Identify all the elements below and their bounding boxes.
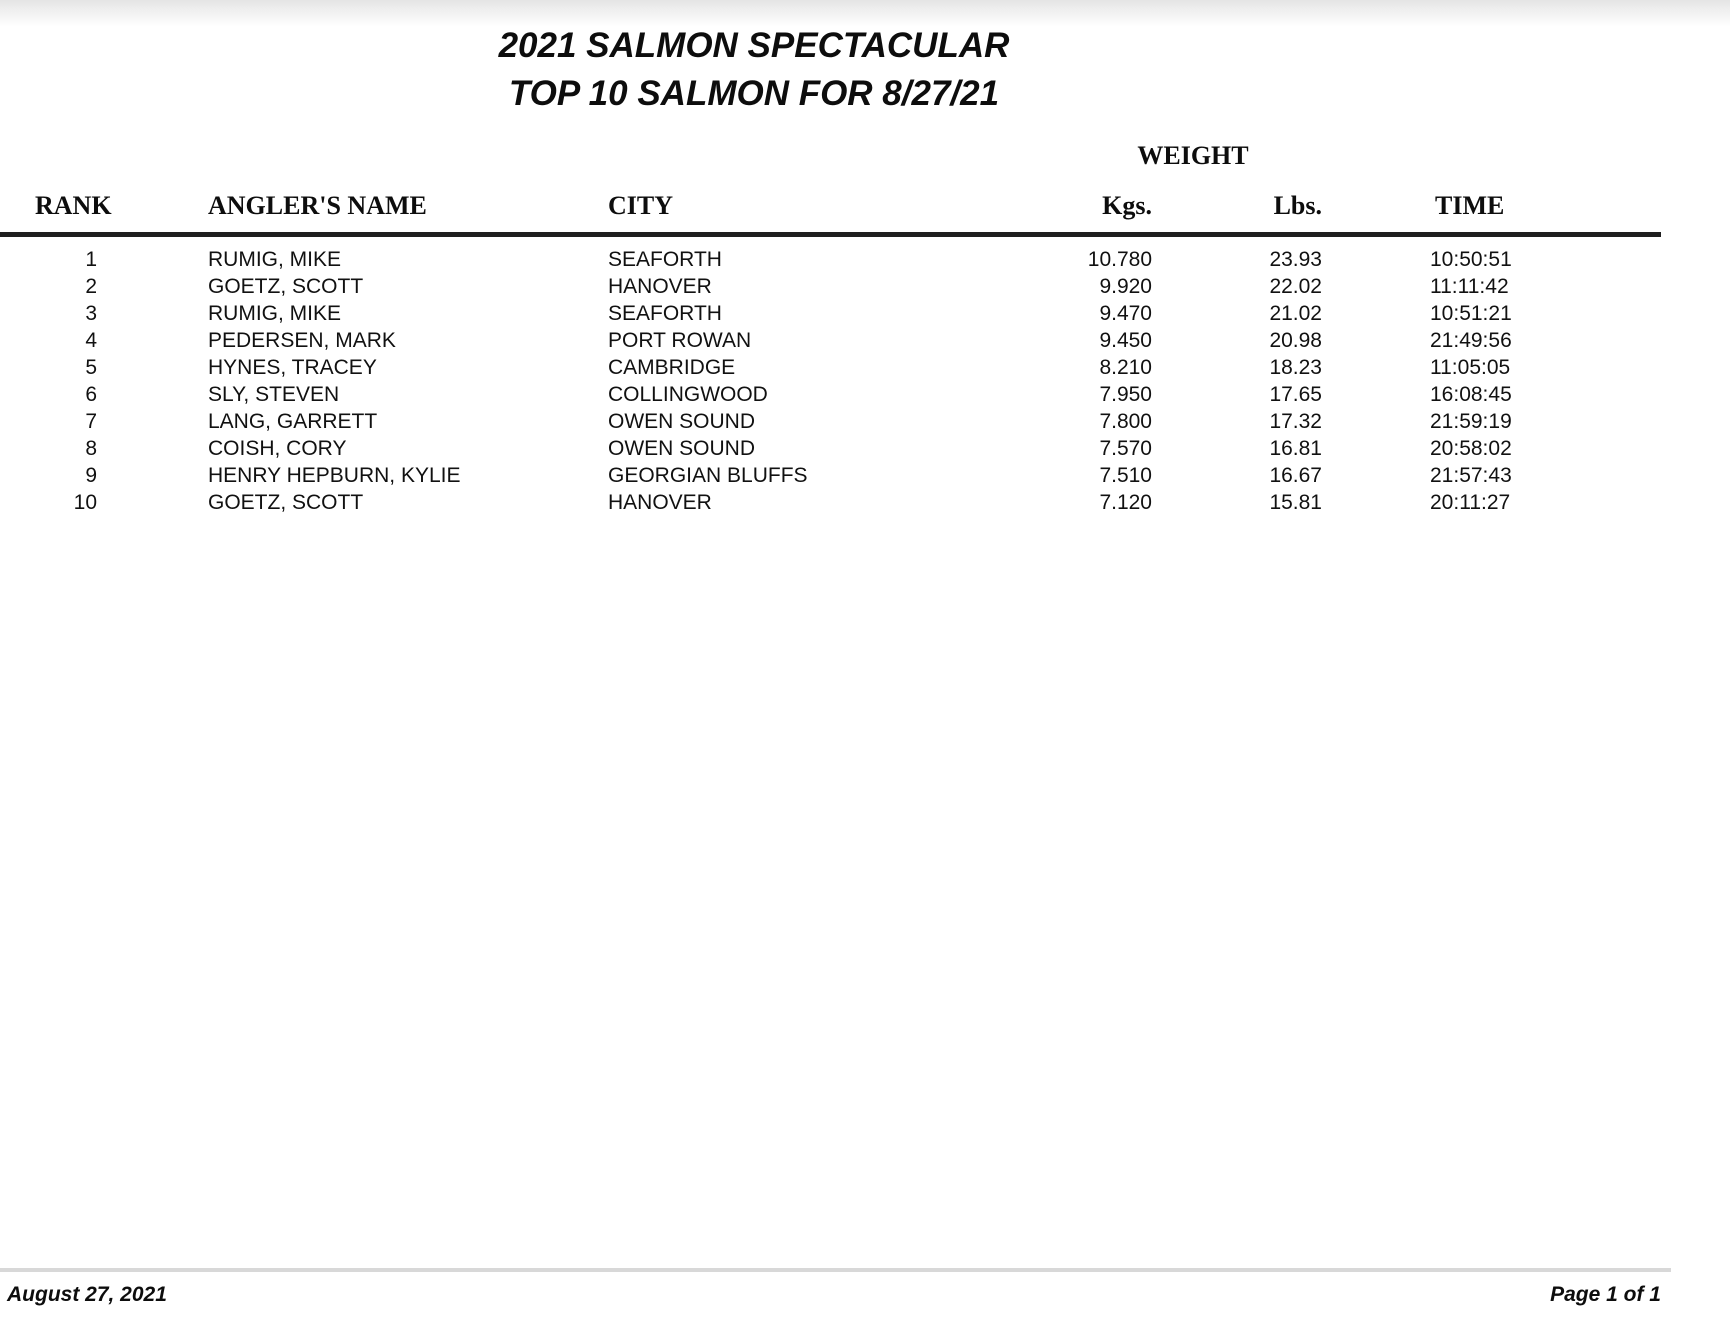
time-cell: 20:58:02 (1430, 437, 1512, 460)
table-row: 5 HYNES, TRACEY CAMBRIDGE 8.210 18.23 11… (0, 354, 1661, 381)
weight-lbs-cell: 20.98 (1269, 329, 1322, 352)
weight-kgs-cell: 8.210 (1099, 356, 1152, 379)
angler-name-cell: SLY, STEVEN (208, 383, 340, 406)
table-row: 6 SLY, STEVEN COLLINGWOOD 7.950 17.65 16… (0, 381, 1661, 408)
weight-lbs-cell: 16.67 (1269, 464, 1322, 487)
city-cell: SEAFORTH (608, 302, 722, 325)
rank-cell: 4 (85, 329, 97, 352)
angler-name-cell: RUMIG, MIKE (208, 302, 342, 325)
angler-name-cell: HYNES, TRACEY (208, 356, 377, 379)
city-cell: OWEN SOUND (608, 437, 755, 460)
header-divider-rule (0, 232, 1661, 237)
weight-kgs-cell: 9.920 (1099, 275, 1152, 298)
city-cell: SEAFORTH (608, 248, 722, 271)
table-row: 4 PEDERSEN, MARK PORT ROWAN 9.450 20.98 … (0, 327, 1661, 354)
column-header-city: CITY (608, 191, 674, 220)
rank-cell: 3 (85, 302, 97, 325)
rank-cell: 5 (85, 356, 97, 379)
report-subtitle: TOP 10 SALMON FOR 8/27/21 (508, 74, 1000, 113)
time-cell: 11:05:05 (1430, 356, 1511, 379)
angler-name-cell: RUMIG, MIKE (208, 248, 342, 271)
table-row: 9 HENRY HEPBURN, KYLIE GEORGIAN BLUFFS 7… (0, 462, 1661, 489)
weight-kgs-cell: 7.950 (1099, 383, 1152, 406)
weight-kgs-cell: 7.800 (1099, 410, 1152, 433)
time-cell: 21:59:19 (1430, 410, 1512, 433)
column-header-time: TIME (1435, 191, 1505, 220)
city-cell: CAMBRIDGE (608, 356, 736, 379)
footer-page-number: Page 1 of 1 (1550, 1283, 1661, 1306)
city-cell: HANOVER (608, 491, 712, 514)
table-row: 10 GOETZ, SCOTT HANOVER 7.120 15.81 20:1… (0, 489, 1661, 516)
angler-name-cell: LANG, GARRETT (208, 410, 378, 433)
rank-cell: 1 (85, 248, 97, 271)
city-cell: PORT ROWAN (608, 329, 752, 352)
rank-cell: 2 (85, 275, 97, 298)
column-header-anglers-name: ANGLER'S NAME (208, 191, 427, 220)
time-cell: 11:11:42 (1430, 275, 1509, 298)
weight-lbs-cell: 17.32 (1269, 410, 1322, 433)
time-cell: 10:50:51 (1430, 248, 1512, 271)
weight-lbs-cell: 15.81 (1269, 491, 1322, 514)
table-row: 8 COISH, CORY OWEN SOUND 7.570 16.81 20:… (0, 435, 1661, 462)
rank-cell: 7 (85, 410, 97, 433)
rank-cell: 10 (73, 491, 97, 514)
footer-divider-rule (0, 1268, 1671, 1272)
weight-lbs-cell: 16.81 (1269, 437, 1322, 460)
column-group-header-weight: WEIGHT (1137, 141, 1249, 170)
weight-lbs-cell: 21.02 (1269, 302, 1322, 325)
footer-date: August 27, 2021 (7, 1283, 167, 1306)
weight-kgs-cell: 9.450 (1099, 329, 1152, 352)
weight-kgs-cell: 10.780 (1087, 248, 1152, 271)
weight-kgs-cell: 7.120 (1099, 491, 1152, 514)
angler-name-cell: PEDERSEN, MARK (208, 329, 396, 352)
city-cell: COLLINGWOOD (608, 383, 768, 406)
weight-kgs-cell: 7.570 (1099, 437, 1152, 460)
weight-lbs-cell: 23.93 (1269, 248, 1322, 271)
time-cell: 21:57:43 (1430, 464, 1512, 487)
time-cell: 20:11:27 (1430, 491, 1511, 514)
angler-name-cell: HENRY HEPBURN, KYLIE (208, 464, 461, 487)
rank-cell: 8 (85, 437, 97, 460)
column-header-lbs: Lbs. (1273, 191, 1322, 220)
time-cell: 21:49:56 (1430, 329, 1512, 352)
city-cell: GEORGIAN BLUFFS (608, 464, 808, 487)
table-row: 2 GOETZ, SCOTT HANOVER 9.920 22.02 11:11… (0, 273, 1661, 300)
weight-lbs-cell: 18.23 (1269, 356, 1322, 379)
report-title: 2021 SALMON SPECTACULAR (498, 26, 1010, 65)
weight-lbs-cell: 22.02 (1269, 275, 1322, 298)
time-cell: 16:08:45 (1430, 383, 1512, 406)
angler-name-cell: GOETZ, SCOTT (208, 491, 364, 514)
leaderboard-table: 1 RUMIG, MIKE SEAFORTH 10.780 23.93 10:5… (0, 246, 1661, 516)
weight-kgs-cell: 7.510 (1099, 464, 1152, 487)
table-row: 1 RUMIG, MIKE SEAFORTH 10.780 23.93 10:5… (0, 246, 1661, 273)
weight-kgs-cell: 9.470 (1099, 302, 1152, 325)
table-row: 3 RUMIG, MIKE SEAFORTH 9.470 21.02 10:51… (0, 300, 1661, 327)
column-header-rank: RANK (35, 191, 112, 220)
time-cell: 10:51:21 (1430, 302, 1512, 325)
angler-name-cell: GOETZ, SCOTT (208, 275, 364, 298)
weight-lbs-cell: 17.65 (1269, 383, 1322, 406)
angler-name-cell: COISH, CORY (208, 437, 347, 460)
city-cell: HANOVER (608, 275, 712, 298)
table-body: 1 RUMIG, MIKE SEAFORTH 10.780 23.93 10:5… (0, 246, 1661, 516)
page-top-shadow (0, 0, 1730, 28)
city-cell: OWEN SOUND (608, 410, 755, 433)
rank-cell: 9 (85, 464, 97, 487)
rank-cell: 6 (85, 383, 97, 406)
table-row: 7 LANG, GARRETT OWEN SOUND 7.800 17.32 2… (0, 408, 1661, 435)
column-header-kgs: Kgs. (1102, 191, 1152, 220)
